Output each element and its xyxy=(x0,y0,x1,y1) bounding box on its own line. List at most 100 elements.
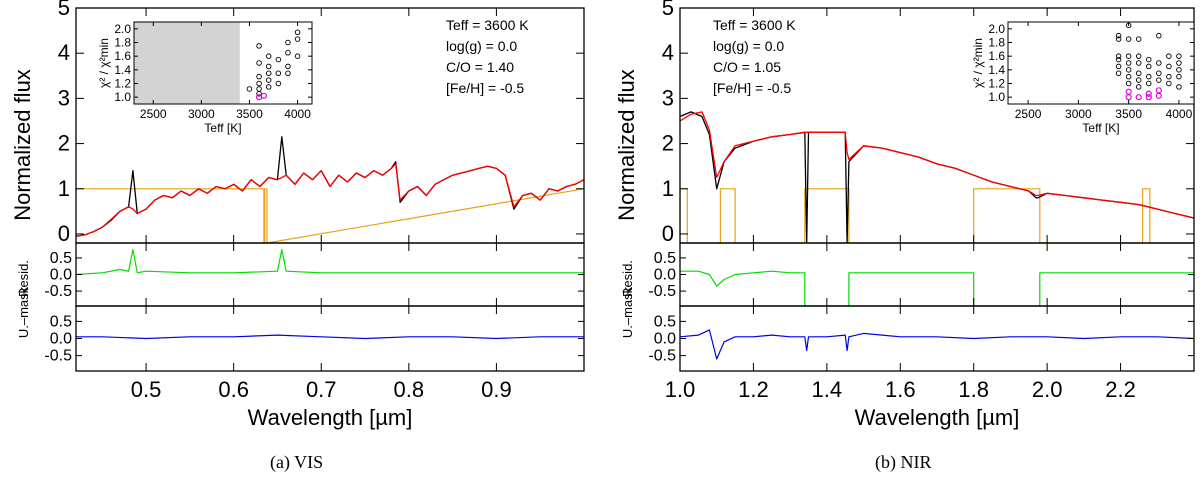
y-axis-label: Normalized flux xyxy=(10,69,35,221)
inset-x-tick-label: 4000 xyxy=(284,107,311,121)
inset-point xyxy=(1135,77,1142,83)
inset-x-axis-label: Teff [K] xyxy=(204,121,241,135)
annotation-text: log(g) = 0.0 xyxy=(713,38,784,54)
inset-point xyxy=(285,63,291,70)
inset-y-tick-label: 2.0 xyxy=(114,22,131,36)
inset-point xyxy=(1146,80,1152,87)
inset-point xyxy=(294,29,301,36)
annotation-text: [Fe/H] = -0.5 xyxy=(446,80,524,96)
inset-y-tick-label: 1.0 xyxy=(988,90,1005,104)
inset-best-point xyxy=(260,92,267,99)
inset-point xyxy=(1135,53,1142,59)
inset-point xyxy=(285,70,291,76)
inset-point xyxy=(1115,36,1122,42)
inset-y-axis-label: χ² / χ²min xyxy=(971,38,985,88)
inset-point xyxy=(256,86,262,92)
x-tick-label: 2.0 xyxy=(1032,377,1063,402)
inset-point xyxy=(1156,32,1162,39)
resid-y-tick-label: -0.5 xyxy=(44,348,72,365)
mask-line xyxy=(680,188,1194,243)
y-axis-label: Normalized flux xyxy=(614,69,639,221)
inset-point xyxy=(256,73,262,80)
inset-point xyxy=(1146,63,1152,70)
inset-shaded-region xyxy=(134,22,240,104)
axes-frame xyxy=(679,305,1195,372)
inset-point xyxy=(265,84,272,90)
axes-frame xyxy=(75,242,585,307)
inset-point xyxy=(1125,67,1132,73)
x-tick-label: 0.8 xyxy=(394,377,425,402)
inset-point xyxy=(256,60,262,66)
y-tick-label: 1 xyxy=(662,176,674,201)
unmasked-residual-axis-label: U.–mask xyxy=(620,286,635,338)
inset-point xyxy=(275,80,282,87)
residual-line xyxy=(76,249,584,276)
x-tick-label: 0.5 xyxy=(131,377,162,402)
inset-point xyxy=(1146,56,1152,63)
inset-y-tick-label: 1.0 xyxy=(114,90,131,104)
resid-y-tick-label: 0.0 xyxy=(654,331,676,348)
residual-axis-label: Resid. xyxy=(620,260,635,297)
inset-y-tick-label: 1.6 xyxy=(988,49,1005,63)
inset-x-tick-label: 3500 xyxy=(236,107,263,121)
annotation-text: Teff = 3600 K xyxy=(713,17,796,33)
inset-point xyxy=(265,70,272,76)
inset-point xyxy=(1156,70,1162,76)
resid-y-tick-label: -0.5 xyxy=(44,283,72,300)
inset-x-axis-label: Teff [K] xyxy=(1082,121,1119,135)
x-tick-label: 1.6 xyxy=(885,377,916,402)
resid-y-tick-label: 0.5 xyxy=(50,313,72,330)
inset-point xyxy=(1166,53,1172,59)
inset-y-axis-label: χ² / χ²min xyxy=(97,38,111,88)
inset-y-tick-label: 1.6 xyxy=(114,49,131,63)
unmasked-residual-line xyxy=(76,334,584,340)
x-tick-label: 2.2 xyxy=(1105,377,1136,402)
inset-best-point xyxy=(1145,90,1152,97)
inset-best-point xyxy=(1145,94,1152,101)
inset-x-tick-label: 2500 xyxy=(1015,107,1042,121)
inset-x-tick-label: 4000 xyxy=(1166,107,1193,121)
inset-point xyxy=(1156,60,1162,66)
x-tick-label: 1.4 xyxy=(812,377,843,402)
inset-point xyxy=(1166,80,1172,87)
resid-y-tick-label: -0.5 xyxy=(648,348,676,365)
inset-point xyxy=(294,53,301,59)
inset-point xyxy=(294,36,301,42)
inset-frame xyxy=(1007,21,1195,105)
inset-point xyxy=(1125,36,1132,42)
annotation-text: C/O = 1.05 xyxy=(713,59,781,75)
residual-line xyxy=(680,270,1194,306)
inset-point xyxy=(1176,67,1182,73)
inset-point xyxy=(1115,70,1122,76)
x-tick-label: 1.0 xyxy=(665,377,696,402)
y-tick-label: 3 xyxy=(662,85,674,110)
y-tick-label: 4 xyxy=(58,40,70,65)
x-tick-label: 0.9 xyxy=(481,377,512,402)
inset-point xyxy=(285,50,291,56)
inset-background xyxy=(1008,22,1194,104)
inset-point xyxy=(1125,80,1132,87)
inset-point xyxy=(1166,73,1172,80)
inset-y-tick-label: 1.4 xyxy=(114,63,131,77)
x-tick-label: 1.2 xyxy=(738,377,769,402)
caption-vis: (a) VIS xyxy=(270,452,324,472)
inset-y-tick-label: 1.4 xyxy=(988,63,1005,77)
x-tick-label: 0.7 xyxy=(306,377,337,402)
inset-point xyxy=(285,39,291,46)
inset-point xyxy=(1125,53,1132,59)
inset-point xyxy=(1166,63,1172,70)
y-tick-label: 5 xyxy=(58,0,70,20)
inset-best-point xyxy=(1135,94,1142,101)
model-spectrum-line xyxy=(76,163,584,237)
inset-point xyxy=(275,70,282,76)
inset-point xyxy=(246,86,253,92)
inset-x-tick-label: 3000 xyxy=(188,107,215,121)
inset-point xyxy=(256,43,262,49)
x-axis-label: Wavelength [µm] xyxy=(855,405,1020,430)
inset-point xyxy=(1135,70,1142,76)
inset-x-tick-label: 3000 xyxy=(1065,107,1092,121)
inset-y-tick-label: 1.2 xyxy=(114,77,131,91)
